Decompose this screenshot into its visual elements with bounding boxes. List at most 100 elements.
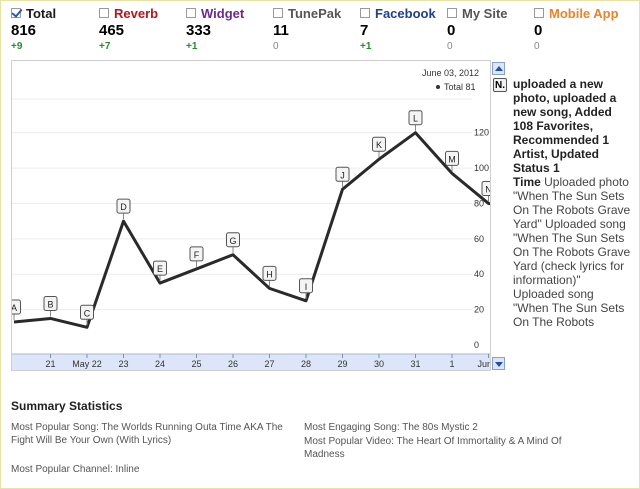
marker-e[interactable]: E <box>153 260 167 282</box>
stat-engaging-song: Most Engaging Song: The 80s Mystic 2 <box>304 422 478 433</box>
metric-label: TunePak <box>288 5 342 21</box>
marker-box <box>153 260 167 276</box>
metric-value: 0 <box>447 22 456 39</box>
marker-box <box>335 166 350 182</box>
x-tick-label: Jun 2 <box>477 359 490 369</box>
marker-b[interactable]: B <box>43 295 58 317</box>
metric-my-site[interactable]: My Site 0 0 <box>447 5 508 52</box>
marker-letter: B <box>47 299 53 309</box>
series-line-total <box>13 131 490 329</box>
my-site-checkbox[interactable] <box>447 8 457 18</box>
stat-popular-video: Most Popular Video: The Heart Of Immorta… <box>304 436 562 460</box>
x-tick-label: 30 <box>374 359 384 369</box>
y-axis-ticks: 0 20 40 60 80 100 120 <box>474 128 489 350</box>
metric-delta: 0 <box>273 41 279 52</box>
marker-letter: M <box>448 154 456 164</box>
y-tick-label: 60 <box>474 234 484 244</box>
x-tick-label: 23 <box>118 359 128 369</box>
line-chart[interactable]: 0 20 40 60 80 100 120 21 May 22 23 24 25 26 27 28 29 30… <box>12 61 490 370</box>
marker-box <box>12 299 21 315</box>
annotation-details: Time Uploaded photo "When The Sun Sets O… <box>513 175 631 329</box>
marker-box <box>299 278 313 294</box>
x-tick-label: 31 <box>410 359 420 369</box>
marker-m[interactable]: M <box>445 150 459 172</box>
chart-area: 0 20 40 60 80 100 120 21 May 22 23 24 25 26 27 28 29 30… <box>11 60 491 371</box>
metric-widget[interactable]: Widget 333 +1 <box>186 5 244 52</box>
metric-delta: 0 <box>447 41 453 52</box>
metric-tunepak[interactable]: TunePak 11 0 <box>273 5 341 52</box>
marker-a[interactable]: A <box>12 299 21 320</box>
reverb-checkbox[interactable] <box>99 8 109 18</box>
annotation-letter-badge[interactable]: N. <box>493 78 507 92</box>
y-tick-label: 100 <box>474 163 489 173</box>
marker-box <box>408 110 423 126</box>
annotation-markers[interactable]: A B C D E F G H I J K L M N <box>12 110 490 326</box>
marker-h[interactable]: H <box>262 265 277 287</box>
metric-label: Facebook <box>375 5 436 21</box>
x-tick-label: 24 <box>155 359 165 369</box>
marker-d[interactable]: D <box>116 198 131 220</box>
x-tick-label: 1 <box>449 359 454 369</box>
marker-letter: G <box>229 236 236 246</box>
marker-f[interactable]: F <box>189 246 204 267</box>
marker-box <box>445 150 459 166</box>
y-tick-label: 20 <box>474 305 484 315</box>
metric-label: Reverb <box>114 5 159 21</box>
y-tick-label: 0 <box>474 340 479 350</box>
metric-mobile-app[interactable]: Mobile App 0 0 <box>534 5 619 52</box>
metric-delta: +9 <box>11 41 23 52</box>
metric-label: My Site <box>462 5 508 21</box>
marker-c[interactable]: C <box>80 304 94 326</box>
marker-letter: L <box>413 114 418 124</box>
x-tick-label: 25 <box>191 359 201 369</box>
metric-value: 11 <box>273 22 289 39</box>
summary-title: Summary Statistics <box>11 399 123 413</box>
marker-k[interactable]: K <box>372 136 386 158</box>
x-tick-label: May 22 <box>72 359 102 369</box>
metric-delta: +1 <box>186 41 198 52</box>
annotation-time-label: Time <box>513 175 541 189</box>
marker-box <box>43 295 58 311</box>
x-axis-band <box>12 354 490 370</box>
total-checkbox[interactable] <box>11 8 21 18</box>
metric-delta: 0 <box>534 41 540 52</box>
metric-value: 465 <box>99 22 125 39</box>
marker-letter: K <box>376 140 382 150</box>
marker-letter: D <box>120 202 127 212</box>
marker-box <box>189 246 204 262</box>
annotation-scroll-up-button[interactable] <box>492 62 505 75</box>
marker-letter: I <box>305 282 308 292</box>
marker-letter: N <box>485 184 490 194</box>
marker-j[interactable]: J <box>335 166 350 188</box>
annotation-panel: N. uploaded a new photo, uploaded a new … <box>493 75 631 355</box>
marker-i[interactable]: I <box>299 278 313 299</box>
metrics-bar: Total 816 +9 Reverb 465 +7 Widget 333 +1… <box>1 1 640 57</box>
x-tick-label: 21 <box>45 359 55 369</box>
marker-l[interactable]: L <box>408 110 423 131</box>
metric-value: 0 <box>534 22 543 39</box>
annotation-text: Uploaded photo "When The Sun Sets On The… <box>513 175 631 329</box>
metric-reverb[interactable]: Reverb 465 +7 <box>99 5 158 52</box>
metric-label: Mobile App <box>549 5 619 21</box>
metric-total[interactable]: Total 816 +9 <box>11 5 56 52</box>
marker-g[interactable]: G <box>226 232 240 253</box>
x-tick-label: 29 <box>337 359 347 369</box>
marker-box <box>226 232 240 248</box>
marker-box <box>262 265 277 281</box>
marker-letter: C <box>84 308 91 318</box>
tunepak-checkbox[interactable] <box>273 8 283 18</box>
facebook-checkbox[interactable] <box>360 8 370 18</box>
mobile-app-checkbox[interactable] <box>534 8 544 18</box>
marker-box <box>80 304 94 320</box>
annotation-title: uploaded a new photo, uploaded a new son… <box>513 77 617 175</box>
stat-popular-song: Most Popular Song: The Worlds Running Ou… <box>11 422 283 446</box>
x-tick-label: 26 <box>228 359 238 369</box>
x-tick-label: 28 <box>301 359 311 369</box>
marker-n[interactable]: N <box>481 180 490 202</box>
metric-value: 7 <box>360 22 369 39</box>
metric-facebook[interactable]: Facebook 7 +1 <box>360 5 436 52</box>
annotation-scroll-down-button[interactable] <box>492 357 505 370</box>
legend-label: Total 81 <box>444 82 476 92</box>
widget-checkbox[interactable] <box>186 8 196 18</box>
gridlines <box>12 98 472 311</box>
